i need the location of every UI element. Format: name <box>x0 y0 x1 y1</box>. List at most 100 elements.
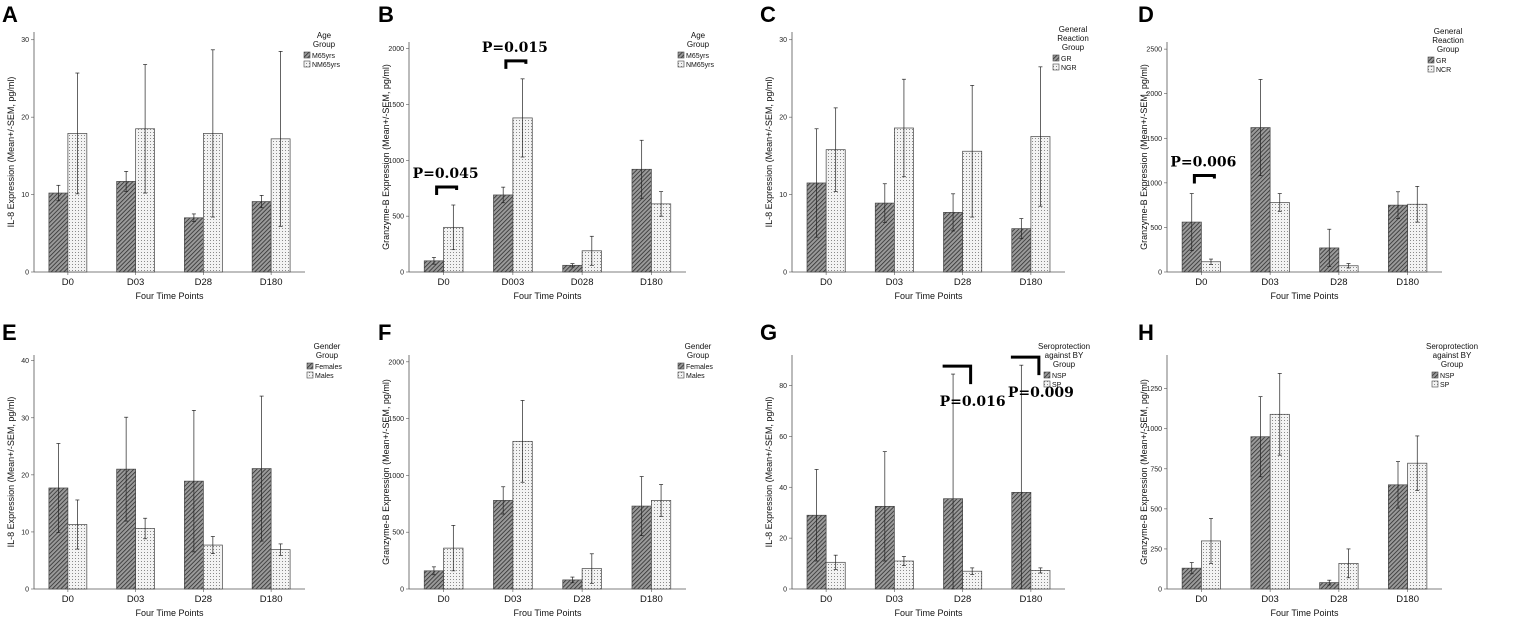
x-tick-label: D03 <box>1261 594 1278 605</box>
legend-title-line: against BY <box>1045 351 1084 360</box>
significance-bracket <box>1010 355 1041 376</box>
y-tick-label: 10 <box>21 529 29 536</box>
legend-swatch <box>1427 56 1435 64</box>
legend-title-line: General <box>1059 25 1088 34</box>
panel-a: A 0 10 20 30 IL-8 Expression (Mean+/-SEM, pg/… <box>2 2 341 301</box>
legend-title-line: Group <box>687 351 710 360</box>
y-tick-label: 1250 <box>1146 386 1162 393</box>
legend-title-line: against BY <box>1433 351 1472 360</box>
y-tick-label: 2000 <box>1146 91 1162 98</box>
legend-title-line: Seroprotection <box>1426 342 1478 351</box>
y-axis-title: IL-8 Expression (Mean+/-SEM, pg/ml) <box>764 77 774 228</box>
panel-label: B <box>378 2 394 27</box>
panel-label: C <box>760 2 776 27</box>
bar-m65yrs <box>48 192 69 273</box>
legend-title-line: Seroprotection <box>1038 342 1090 351</box>
panel-f: F 0 500 1000 1500 2000 Granzyme-B Expression (… <box>378 320 713 618</box>
legend-entry: SP <box>1440 382 1450 389</box>
x-tick-label: D180 <box>1020 594 1043 605</box>
legend-entry: SP <box>1052 382 1062 389</box>
legend-title-line: Reaction <box>1432 36 1464 45</box>
x-tick-label: D180 <box>1396 594 1419 605</box>
y-tick-label: 2000 <box>388 46 404 53</box>
legend-title-line: Gender <box>685 342 712 351</box>
x-tick-label: D180 <box>260 277 283 288</box>
legend-title-line: Group <box>313 40 336 49</box>
legend-swatch <box>1052 54 1060 62</box>
significance-bracket <box>942 364 973 385</box>
y-tick-label: 0 <box>783 270 787 277</box>
y-tick-label: 0 <box>1158 270 1162 277</box>
legend-title-line: Group <box>1062 43 1085 52</box>
p-value-label: P=0.009 <box>1008 385 1074 401</box>
legend-entry: Females <box>686 364 713 371</box>
x-tick-label: D180 <box>640 277 663 288</box>
y-tick-label: 2000 <box>388 359 404 366</box>
legend-swatch <box>677 51 685 59</box>
y-tick-label: 500 <box>1150 225 1162 232</box>
legend-swatch <box>1043 380 1051 388</box>
x-tick-label: D03 <box>886 277 903 288</box>
x-tick-label: D0 <box>820 277 832 288</box>
x-tick-label: D0 <box>820 594 832 605</box>
y-axis-title: Granzyme-B Expression (Mean+/-SEM, pg/ml… <box>381 64 391 250</box>
y-tick-label: 1000 <box>1146 426 1162 433</box>
y-tick-label: 0 <box>783 587 787 594</box>
x-axis-title: Four Time Points <box>1270 291 1339 301</box>
x-axis-title: Frou Time Points <box>513 608 582 618</box>
legend-entry: NCR <box>1436 67 1451 74</box>
y-axis-title: Granzyme-B Expression (Mean+/-SEM, pg/ml… <box>381 379 391 565</box>
x-tick-label: D28 <box>954 277 971 288</box>
legend-swatch <box>303 60 311 68</box>
x-tick-label: D003 <box>502 277 525 288</box>
x-axis-title: Four Time Points <box>513 291 582 301</box>
y-tick-label: 20 <box>21 115 29 122</box>
panel-b: B 0 500 1000 1500 2000 Granzyme-B Expression (… <box>378 2 715 301</box>
legend-entry: NSP <box>1440 373 1455 380</box>
x-tick-label: D28 <box>1330 277 1347 288</box>
y-tick-label: 20 <box>779 536 787 543</box>
y-tick-label: 10 <box>21 192 29 199</box>
x-tick-label: D180 <box>1020 277 1043 288</box>
y-tick-label: 20 <box>779 115 787 122</box>
legend-entry: Males <box>686 373 705 380</box>
legend-entry: NGR <box>1061 65 1077 72</box>
panel-label: D <box>1138 2 1154 27</box>
y-tick-label: 20 <box>21 472 29 479</box>
x-tick-label: D180 <box>1396 277 1419 288</box>
bar-m65yrs <box>493 194 514 273</box>
x-tick-label: D180 <box>260 594 283 605</box>
significance-bracket <box>435 185 459 196</box>
legend-swatch <box>1431 371 1439 379</box>
x-tick-label: D03 <box>127 277 144 288</box>
y-tick-label: 30 <box>21 37 29 44</box>
x-axis-title: Four Time Points <box>1270 608 1339 618</box>
x-axis-title: Four Time Points <box>135 608 204 618</box>
x-tick-label: D0 <box>438 594 450 605</box>
y-tick-label: 500 <box>1150 506 1162 513</box>
y-tick-label: 0 <box>400 587 404 594</box>
legend-swatch <box>303 51 311 59</box>
y-tick-label: 0 <box>25 270 29 277</box>
x-tick-label: D0 <box>1195 277 1207 288</box>
y-tick-label: 750 <box>1150 466 1162 473</box>
legend-title-line: Group <box>687 40 710 49</box>
panel-c: C 0 10 20 30 IL-8 Expression (Mean+/-SEM, pg/… <box>760 2 1089 301</box>
y-tick-label: 0 <box>25 587 29 594</box>
y-axis-title: IL-8 Expression (Mean+/-SEM, pg/ml) <box>6 77 16 228</box>
x-axis-title: Four Time Points <box>135 291 204 301</box>
y-tick-label: 40 <box>779 485 787 492</box>
bar-m65yrs <box>251 201 272 273</box>
y-tick-label: 1500 <box>388 102 404 109</box>
x-tick-label: D28 <box>195 277 212 288</box>
x-axis-title: Four Time Points <box>894 608 963 618</box>
significance-bracket <box>504 59 528 69</box>
legend-entry: Males <box>315 373 334 380</box>
y-tick-label: 2500 <box>1146 47 1162 54</box>
legend-entry: NM65yrs <box>686 62 715 69</box>
bar-ncr <box>1269 202 1290 273</box>
y-tick-label: 0 <box>1158 587 1162 594</box>
